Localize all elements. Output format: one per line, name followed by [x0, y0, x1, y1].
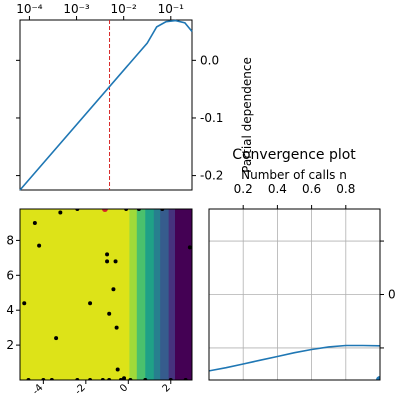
convergence-series-line [209, 344, 380, 372]
contour-best-point [101, 209, 108, 212]
contour-band [175, 209, 192, 380]
contour-sample-point [54, 336, 59, 341]
contour-sample-point [105, 252, 110, 257]
pd-series-line [19, 19, 193, 191]
pd-y-tick-label: -0.1 [200, 111, 223, 125]
convergence-panel: Convergence plot Number of calls n 0.2 0.… [208, 147, 396, 381]
convergence-x-tick-label: 0.2 [234, 182, 253, 196]
contour-sample-point [111, 287, 116, 292]
pd-x-ticks: 10⁻⁴ 10⁻³ 10⁻² 10⁻¹ [16, 2, 184, 20]
partial-dependence-panel: 10⁻⁴ 10⁻³ 10⁻² 10⁻¹ 0.0 -0.1 -0.2 Partial dep… [16, 2, 254, 191]
convergence-end-marker [376, 376, 380, 380]
pd-x-tick-label: 10⁻² [110, 2, 137, 16]
contour-y-tick-label: 4 [6, 303, 14, 317]
pd-axes-frame [19, 19, 193, 191]
pd-ylabel: Partial dependence [240, 57, 254, 173]
convergence-y-ticks: 0 [380, 240, 396, 349]
contour-sample-point [32, 220, 37, 225]
contour-fill [20, 209, 192, 380]
contour-sample-point [37, 243, 42, 248]
contour-sample-point [22, 301, 27, 306]
contour-sample-point [114, 325, 119, 330]
contour-y-ticks: 2 4 6 8 [6, 233, 20, 352]
contour-y-tick-label: 8 [6, 233, 14, 247]
pd-x-tick-label: 10⁻³ [63, 2, 90, 16]
contour-band [129, 209, 138, 380]
contour-band [153, 209, 161, 380]
contour-sample-point [107, 311, 112, 316]
contour-x-tick-label: 0 [118, 382, 130, 394]
contour-band [160, 209, 170, 380]
pd-x-tick-label: 10⁻¹ [158, 2, 185, 16]
contour-band [145, 209, 155, 380]
contour-x-tick-label: -4 [31, 382, 46, 397]
convergence-y-tick-label: 0 [388, 288, 396, 302]
contour-axes-frame [19, 208, 193, 381]
convergence-xlabel: Number of calls n [241, 168, 347, 182]
contour-band [20, 209, 130, 380]
pd-y-tick-label: -0.2 [200, 169, 223, 183]
contour-y-tick-label: 6 [6, 268, 14, 282]
convergence-title: Convergence plot [232, 147, 356, 163]
contour-sample-point [58, 210, 63, 215]
pd-y-tick-label: 0.0 [200, 53, 219, 67]
convergence-x-tick-label: 0.4 [268, 182, 287, 196]
contour-sample-point [88, 301, 93, 306]
contour-x-tick-label: 2 [161, 382, 173, 394]
contour-y-tick-label: 2 [6, 338, 14, 352]
convergence-plot-area [209, 344, 380, 380]
contour-sample-point [115, 367, 120, 372]
contour-sample-point [187, 245, 192, 250]
convergence-grid [209, 209, 380, 380]
contour-panel: -4 -2 0 2 2 4 6 8 [6, 208, 193, 397]
contour-sample-point [105, 259, 110, 264]
contour-x-ticks: -4 -2 0 2 [31, 380, 173, 397]
pd-x-tick-label: 10⁻⁴ [16, 2, 43, 16]
convergence-xlabel-text: Number of calls n [241, 168, 347, 182]
convergence-x-tick-label: 0.8 [336, 182, 355, 196]
contour-sample-point [122, 376, 127, 380]
pd-plot-area [19, 19, 193, 191]
convergence-x-ticks: 0.2 0.4 0.6 0.8 [234, 182, 355, 209]
convergence-x-tick-label: 0.6 [302, 182, 321, 196]
pd-y-ticks: 0.0 -0.1 -0.2 [16, 53, 223, 183]
contour-band [168, 209, 176, 380]
contour-x-tick-label: -2 [73, 382, 88, 397]
contour-sample-point [113, 259, 118, 264]
contour-band [136, 209, 146, 380]
